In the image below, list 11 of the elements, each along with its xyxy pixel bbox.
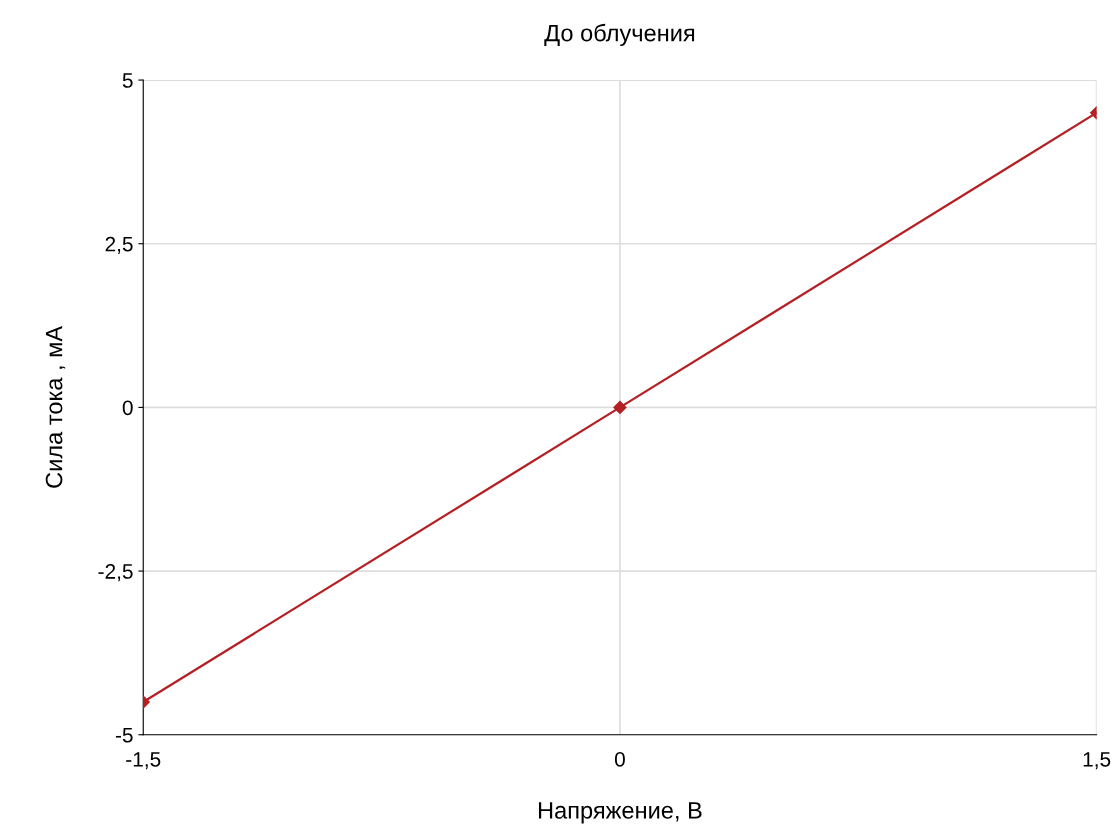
y-tick-label: 2,5 (105, 236, 133, 254)
chart-title: До облучения (544, 23, 695, 47)
y-tick-label: 0 (122, 400, 133, 416)
y-tick-label: -2,5 (98, 564, 133, 582)
y-axis-title: Сила тока , мА (45, 325, 66, 488)
x-axis-title: Напряжение, В (538, 802, 702, 824)
x-tick-label: -1,5 (126, 752, 161, 770)
x-tick-label: 1,5 (1083, 752, 1111, 770)
y-tick-label: -5 (115, 727, 133, 743)
y-tick-label: 5 (122, 73, 133, 88)
x-tick-label: 0 (614, 751, 625, 767)
